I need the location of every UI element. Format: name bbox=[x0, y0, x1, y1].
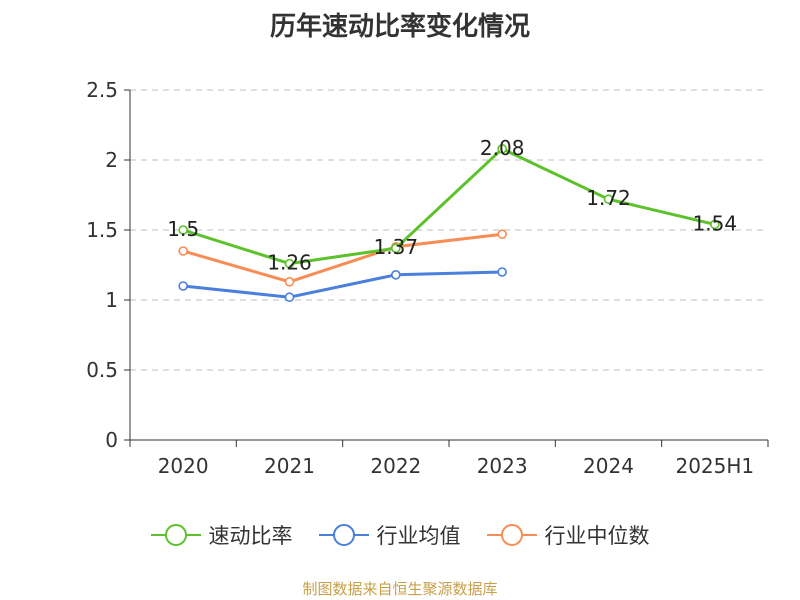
legend-marker-industry-mean bbox=[318, 524, 369, 546]
x-tick-label: 2021 bbox=[264, 454, 315, 478]
legend-marker-quick-ratio bbox=[150, 524, 201, 546]
legend-item-industry-mean[interactable]: 行业均值 bbox=[318, 520, 461, 550]
data-point bbox=[497, 144, 507, 154]
data-point bbox=[178, 225, 188, 235]
data-label: 1.54 bbox=[693, 211, 738, 235]
data-label: 1.26 bbox=[267, 251, 312, 275]
legend-marker-industry-median bbox=[486, 524, 537, 546]
data-point bbox=[284, 292, 295, 303]
legend-label-industry-median: 行业中位数 bbox=[544, 524, 650, 548]
series-line-2 bbox=[182, 232, 503, 284]
legend-item-industry-median[interactable]: 行业中位数 bbox=[486, 520, 650, 550]
y-tick-label: 2 bbox=[105, 148, 118, 172]
y-tick-label: 1.5 bbox=[86, 218, 118, 242]
x-tick-label: 2020 bbox=[158, 454, 209, 478]
x-tick-label: 2024 bbox=[583, 454, 634, 478]
data-point bbox=[497, 267, 507, 277]
data-point bbox=[284, 258, 295, 269]
y-tick-label: 0 bbox=[105, 428, 118, 452]
legend-label-quick-ratio: 速动比率 bbox=[208, 524, 293, 548]
series-line-0 bbox=[182, 147, 716, 266]
data-point bbox=[391, 243, 401, 253]
x-tick-label: 2022 bbox=[370, 454, 421, 478]
data-point bbox=[497, 229, 507, 239]
y-tick-label: 0.5 bbox=[86, 358, 118, 382]
legend-label-industry-mean: 行业均值 bbox=[376, 524, 461, 548]
data-point bbox=[391, 269, 401, 280]
data-point bbox=[284, 276, 295, 287]
x-tick-label: 2023 bbox=[477, 454, 528, 478]
series-line-1 bbox=[183, 270, 503, 299]
legend: 速动比率 行业均值 行业中位数 bbox=[0, 520, 800, 550]
y-tick-label: 1 bbox=[105, 288, 118, 312]
data-label: 2.08 bbox=[480, 136, 525, 160]
data-label: 1.72 bbox=[586, 186, 631, 210]
data-point bbox=[178, 281, 188, 291]
data-label: 1.5 bbox=[167, 217, 199, 241]
x-tick-label: 2025H1 bbox=[675, 454, 754, 478]
data-point bbox=[710, 219, 720, 230]
data-point bbox=[178, 246, 188, 256]
chart-title: 历年速动比率变化情况 bbox=[269, 12, 530, 42]
data-source-note: 制图数据来自恒生聚源数据库 bbox=[302, 580, 498, 598]
data-point bbox=[603, 194, 614, 204]
y-tick-label: 2.5 bbox=[86, 78, 118, 102]
data-label: 1.37 bbox=[374, 235, 419, 259]
legend-item-quick-ratio[interactable]: 速动比率 bbox=[150, 520, 293, 550]
